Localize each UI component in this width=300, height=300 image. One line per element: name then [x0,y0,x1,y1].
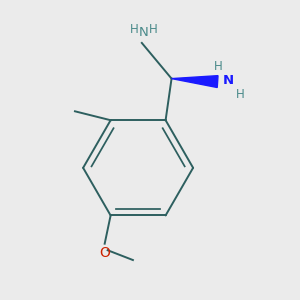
Polygon shape [172,76,218,88]
Text: H: H [236,88,244,100]
Text: H: H [214,60,223,73]
Text: N: N [223,74,234,87]
Text: H: H [149,22,158,35]
Text: O: O [99,246,110,260]
Text: N: N [138,26,148,39]
Text: H: H [130,22,139,35]
